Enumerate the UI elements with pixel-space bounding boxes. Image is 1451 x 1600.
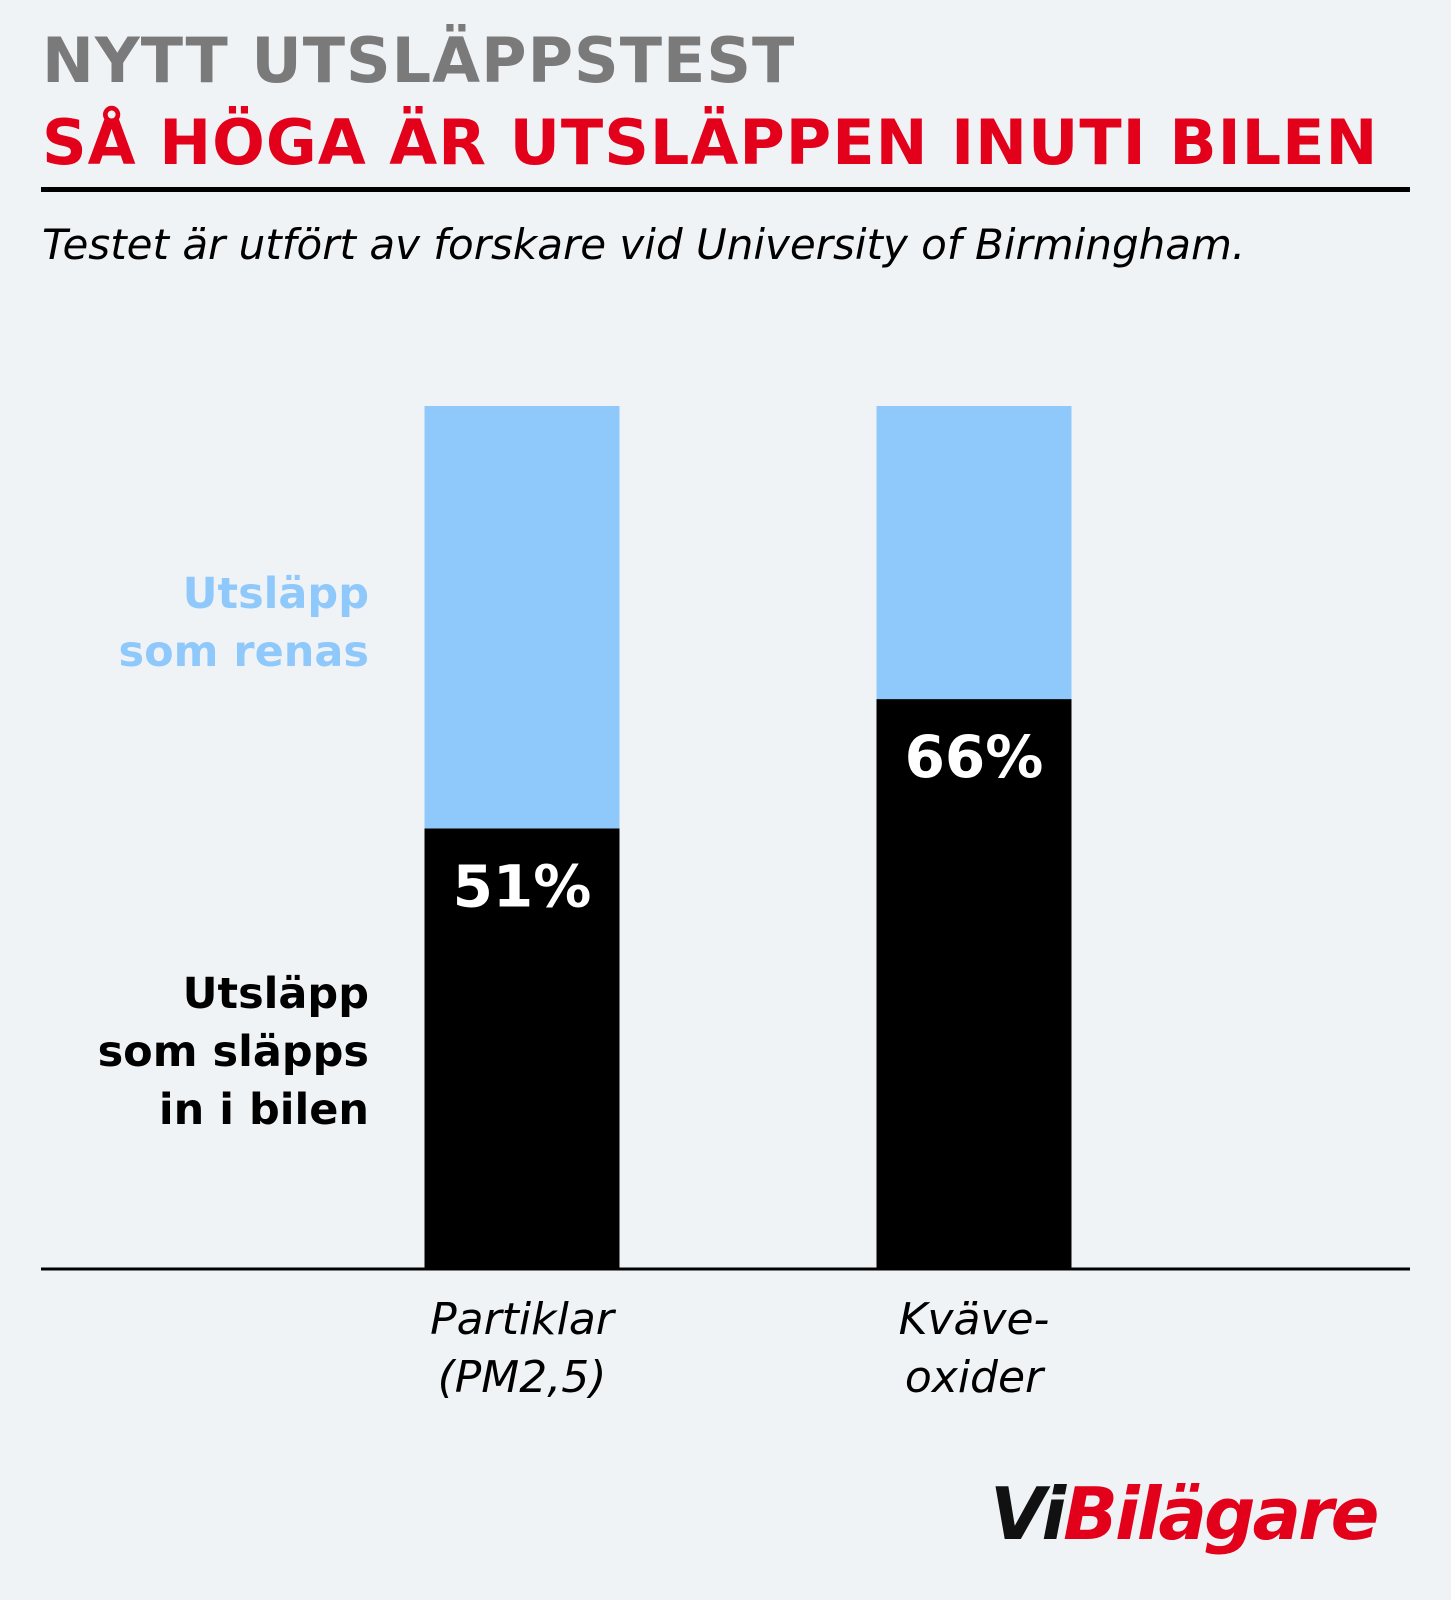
bar-cabin-1 [424, 828, 620, 1268]
chart-subtitle: Testet är utfört av forskare vid Univers… [42, 220, 1246, 269]
legend-cabin-line-2: som släpps [97, 1027, 369, 1077]
legend-cleaned-emissions: Utsläpp som renas [118, 565, 369, 681]
logo-part-vi: Vi [990, 1472, 1066, 1556]
category-label-1-line-1: Partiklar [430, 1294, 617, 1345]
legend-cleaned-line-2: som renas [118, 627, 369, 677]
legend-cabin-line-1: Utsläpp [182, 969, 369, 1019]
legend-cabin-line-3: in i bilen [158, 1085, 369, 1135]
data-label-1: 51% [453, 852, 592, 920]
category-label-1-line-2: (PM2,5) [438, 1352, 607, 1403]
kicker-title: NYTT UTSLÄPPSTEST [42, 24, 796, 97]
bar-cleaned-2 [876, 406, 1072, 700]
headline-title: SÅ HÖGA ÄR UTSLÄPPEN INUTI BILEN [42, 106, 1379, 179]
legend-cabin-emissions: Utsläpp som släpps in i bilen [98, 965, 369, 1139]
vi-bilagare-logo: ViBilägare [990, 1478, 1379, 1550]
category-label-2-line-1: Kväve- [899, 1294, 1050, 1345]
header-divider [41, 187, 1410, 192]
category-label-2-line-2: oxider [905, 1352, 1046, 1403]
data-label-2: 66% [905, 723, 1044, 791]
logo-part-bilagare: Bilägare [1063, 1472, 1379, 1556]
bar-cleaned-1 [424, 406, 620, 829]
legend-cleaned-line-1: Utsläpp [182, 569, 369, 619]
bar-cabin-2 [876, 699, 1072, 1268]
